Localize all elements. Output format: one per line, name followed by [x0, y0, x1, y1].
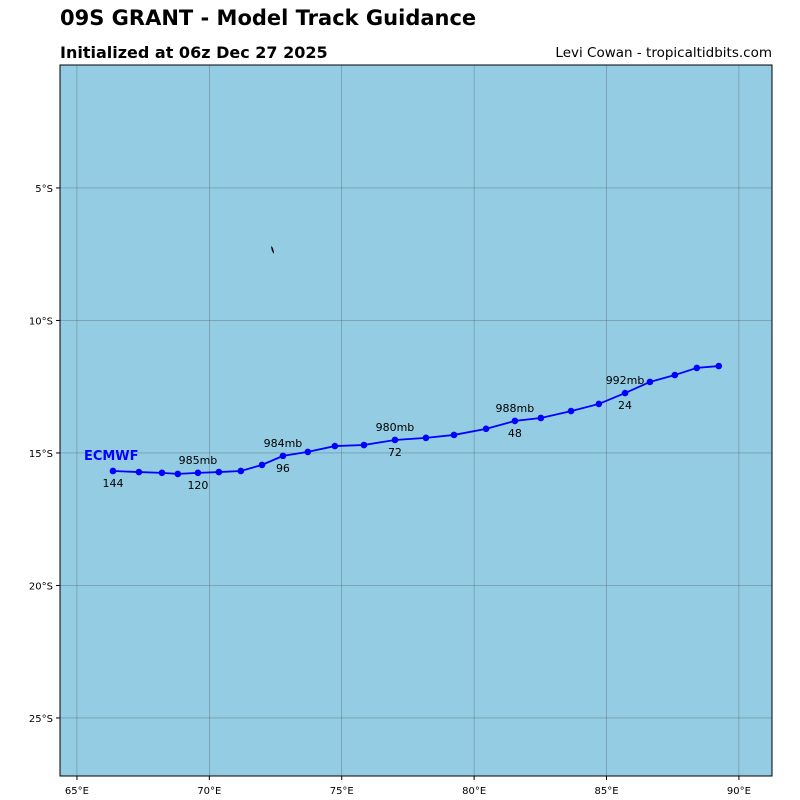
track-point [537, 414, 545, 422]
y-tick-label: 15°S [29, 449, 53, 460]
forecast-hour-label: 72 [388, 446, 402, 459]
pressure-label: 988mb [496, 402, 535, 415]
track-point [422, 434, 430, 442]
credit-text: Levi Cowan - tropicaltidbits.com [555, 45, 772, 61]
track-point [194, 469, 202, 477]
track-point [621, 389, 629, 397]
track-point [511, 417, 519, 425]
x-tick-label: 85°E [594, 786, 618, 797]
map-frame [59, 64, 773, 777]
track-point [693, 364, 701, 372]
forecast-hour-label: 144 [102, 477, 123, 490]
y-tick-label: 5°S [35, 184, 53, 195]
track-point [174, 470, 182, 478]
init-time-subtitle: Initialized at 06z Dec 27 2025 [60, 43, 328, 62]
y-tick-label: 20°S [29, 581, 53, 592]
track-point [158, 469, 166, 477]
track-point [135, 468, 143, 476]
ocean-background [60, 65, 772, 776]
y-tick-label: 10°S [29, 316, 53, 327]
forecast-hour-label: 48 [508, 427, 522, 440]
forecast-hour-label: 24 [618, 399, 632, 412]
x-tick-label: 70°E [197, 786, 221, 797]
track-point [646, 378, 654, 386]
track-point [450, 431, 458, 439]
chart-title: 09S GRANT - Model Track Guidance [60, 6, 477, 30]
track-point [279, 452, 287, 460]
track-point [304, 448, 312, 456]
track-point [215, 468, 223, 476]
pressure-label: 980mb [376, 421, 415, 434]
x-tick-label: 80°E [462, 786, 486, 797]
track-point [715, 362, 723, 370]
track-point [360, 441, 368, 449]
track-point [567, 407, 575, 415]
track-point [391, 436, 399, 444]
track-point [331, 442, 339, 450]
x-tick-label: 75°E [330, 786, 354, 797]
x-tick-label: 65°E [65, 786, 89, 797]
island-land [270, 245, 274, 254]
track-point [237, 467, 245, 475]
pressure-label: 985mb [179, 454, 218, 467]
forecast-hour-label: 96 [276, 462, 290, 475]
track-point [109, 467, 117, 475]
track-point [595, 400, 603, 408]
forecast-hour-label: 120 [187, 479, 208, 492]
track-point [671, 371, 679, 379]
model-name-label: ECMWF [84, 449, 139, 464]
track-point [258, 461, 266, 469]
pressure-label: 984mb [264, 437, 303, 450]
y-tick-label: 25°S [29, 714, 53, 725]
x-tick-label: 90°E [727, 786, 751, 797]
pressure-label: 992mb [606, 374, 645, 387]
track-point [482, 425, 490, 433]
